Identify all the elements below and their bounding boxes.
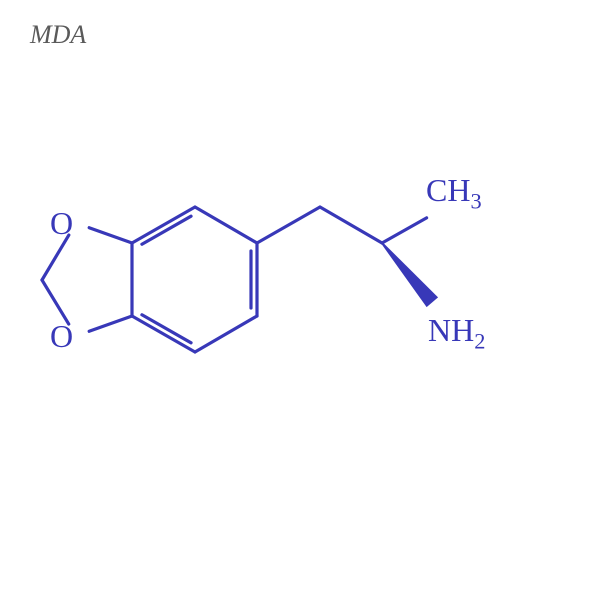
atom-label-c10: CH3 [426,172,482,214]
molecule-structure [0,0,600,600]
atom-label-o2: O [50,318,73,355]
diagram-canvas: MDA OOCH3NH2 [0,0,600,600]
atom-label-n1: NH2 [428,312,485,354]
atom-label-o1: O [50,205,73,242]
